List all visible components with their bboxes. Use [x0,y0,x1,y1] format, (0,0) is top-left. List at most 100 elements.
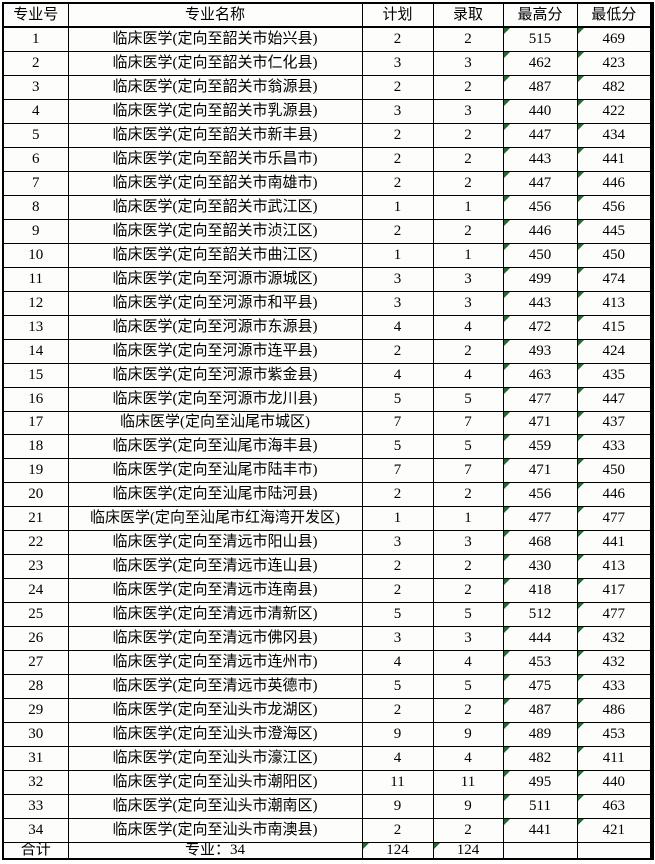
cell-plan: 4 [361,314,434,340]
cell-plan: 2 [361,218,434,244]
cell-corner-triangle-icon [578,459,584,466]
cell-major-no: 33 [2,793,69,819]
cell-corner-triangle-icon [578,148,584,155]
cell-corner-triangle-icon [504,148,510,155]
cell-plan: 11 [361,769,434,795]
cell-corner-triangle-icon [578,747,584,753]
cell-min-score: 456 [576,194,653,220]
cell-plan: 4 [361,745,434,771]
cell-plan: 2 [361,75,434,101]
cell-major-no: 13 [2,314,69,340]
cell-major-name: 临床医学(定向至汕头市澄海区) [67,721,363,747]
cell-min-score: 440 [576,769,653,795]
cell-plan: 2 [361,482,434,508]
cell-min-score: 424 [576,338,653,364]
cell-max-score: 487 [502,697,578,723]
cell-max-score: 515 [502,26,578,53]
table-row: 25 临床医学(定向至清远市清新区) 5 5 512 477 [2,602,653,628]
cell-min-score: 477 [576,602,653,628]
cell-plan: 7 [361,458,434,484]
cell-corner-triangle-icon [578,244,584,250]
cell-major-no: 23 [2,554,69,580]
cell-max-score: 472 [502,314,578,340]
cell-corner-triangle-icon [578,388,584,394]
table-row: 9 临床医学(定向至韶关市浈江区) 2 2 446 445 [2,218,653,244]
header-max-score: 最高分 [502,2,578,28]
table-row: 7 临床医学(定向至韶关市南雄市) 2 2 447 446 [2,170,653,196]
cell-corner-triangle-icon [578,100,584,107]
cell-corner-triangle-icon [504,268,510,274]
cell-major-no: 14 [2,338,69,364]
cell-max-score: 499 [502,266,578,292]
cell-corner-triangle-icon [578,340,584,346]
cell-plan: 3 [361,99,434,125]
cell-min-score: 437 [576,410,653,436]
cell-corner-triangle-icon [504,220,510,226]
cell-corner-triangle-icon [363,843,369,849]
cell-max-score: 450 [502,242,578,268]
cell-corner-triangle-icon [578,483,584,490]
cell-max-score: 446 [502,218,578,244]
cell-corner-triangle-icon [504,459,510,466]
cell-major-no: 22 [2,530,69,556]
cell-admitted: 2 [432,75,504,101]
total-name-cell: 专业：34 [67,842,363,860]
cell-major-name: 临床医学(定向至汕头市濠江区) [67,745,363,771]
cell-corner-triangle-icon [504,316,510,322]
cell-min-score: 415 [576,314,653,340]
cell-major-name: 临床医学(定向至汕尾市海丰县) [67,434,363,460]
table-row: 10 临床医学(定向至韶关市曲江区) 1 1 450 450 [2,242,653,268]
cell-major-no: 4 [2,99,69,125]
table-row: 1 临床医学(定向至韶关市始兴县) 2 2 515 469 [2,26,653,53]
cell-max-score: 456 [502,194,578,220]
cell-max-score: 418 [502,578,578,604]
cell-major-name: 临床医学(定向至韶关市翁源县) [67,75,363,101]
cell-major-no: 3 [2,75,69,101]
cell-max-score: 512 [502,602,578,628]
cell-plan: 3 [361,530,434,556]
cell-min-score: 411 [576,745,653,771]
cell-min-score: 433 [576,434,653,460]
cell-major-name: 临床医学(定向至清远市英德市) [67,673,363,699]
cell-min-score: 433 [576,673,653,699]
cell-plan: 2 [361,170,434,196]
cell-plan: 4 [361,362,434,388]
cell-max-score: 471 [502,410,578,436]
cell-major-no: 10 [2,242,69,268]
cell-corner-triangle-icon [504,124,510,131]
cell-max-score: 482 [502,745,578,771]
cell-major-name: 临床医学(定向至韶关市浈江区) [67,218,363,244]
cell-min-score: 441 [576,147,653,172]
cell-plan: 2 [361,697,434,723]
cell-min-score: 482 [576,75,653,101]
cell-admitted: 2 [432,170,504,196]
cell-min-score: 446 [576,170,653,196]
cell-min-score: 450 [576,458,653,484]
cell-major-no: 8 [2,194,69,220]
cell-max-score: 459 [502,434,578,460]
cell-major-name: 临床医学(定向至河源市龙川县) [67,386,363,412]
cell-admitted: 2 [432,123,504,149]
cell-corner-triangle-icon [504,52,510,59]
table-row: 14 临床医学(定向至河源市连平县) 2 2 493 424 [2,338,653,364]
cell-corner-triangle-icon [578,52,584,59]
cell-plan: 5 [361,673,434,699]
cell-max-score: 477 [502,386,578,412]
table-row: 5 临床医学(定向至韶关市新丰县) 2 2 447 434 [2,123,653,149]
cell-corner-triangle-icon [504,364,510,370]
cell-min-score: 423 [576,51,653,77]
cell-corner-triangle-icon [504,483,510,490]
total-row: 合计 专业：34 124 124 [2,842,653,860]
cell-plan: 1 [361,194,434,220]
cell-min-score: 445 [576,218,653,244]
cell-admitted: 9 [432,793,504,819]
table-row: 2 临床医学(定向至韶关市仁化县) 3 3 462 423 [2,51,653,77]
cell-min-score: 474 [576,266,653,292]
cell-major-no: 11 [2,266,69,292]
table-row: 27 临床医学(定向至清远市连州市) 4 4 453 432 [2,650,653,675]
cell-admitted: 9 [432,721,504,747]
cell-major-name: 临床医学(定向至清远市清新区) [67,602,363,628]
cell-major-name: 临床医学(定向至韶关市南雄市) [67,170,363,196]
cell-admitted: 2 [432,218,504,244]
table-row: 8 临床医学(定向至韶关市武江区) 1 1 456 456 [2,194,653,220]
